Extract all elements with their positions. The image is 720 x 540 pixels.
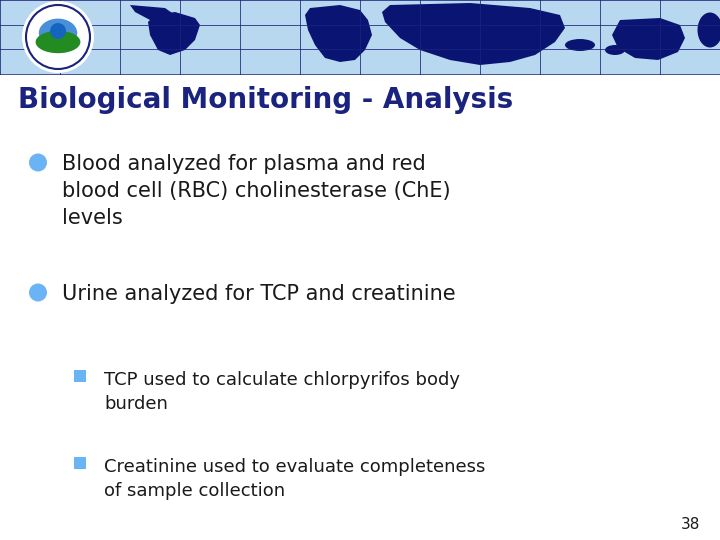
Text: Biological Monitoring - Analysis: Biological Monitoring - Analysis (18, 86, 513, 114)
Circle shape (29, 153, 47, 172)
Circle shape (29, 284, 47, 301)
Text: Creatinine used to evaluate completeness
of sample collection: Creatinine used to evaluate completeness… (104, 458, 485, 500)
Bar (74, 457, 86, 469)
Polygon shape (305, 5, 372, 62)
Ellipse shape (39, 18, 77, 48)
Circle shape (26, 5, 90, 69)
Polygon shape (130, 5, 175, 22)
Text: TCP used to calculate chlorpyrifos body
burden: TCP used to calculate chlorpyrifos body … (104, 370, 460, 413)
Ellipse shape (605, 45, 625, 55)
Ellipse shape (35, 31, 81, 53)
Polygon shape (148, 12, 200, 55)
Ellipse shape (565, 39, 595, 51)
Circle shape (50, 23, 66, 39)
Ellipse shape (698, 12, 720, 48)
Text: Urine analyzed for TCP and creatinine: Urine analyzed for TCP and creatinine (62, 284, 456, 303)
Polygon shape (612, 18, 685, 60)
Polygon shape (382, 3, 565, 65)
Bar (74, 370, 86, 382)
Text: 38: 38 (680, 517, 700, 532)
Bar (0, 0, 720, 74)
Text: Blood analyzed for plasma and red
blood cell (RBC) cholinesterase (ChE)
levels: Blood analyzed for plasma and red blood … (62, 153, 451, 228)
Circle shape (22, 1, 94, 73)
